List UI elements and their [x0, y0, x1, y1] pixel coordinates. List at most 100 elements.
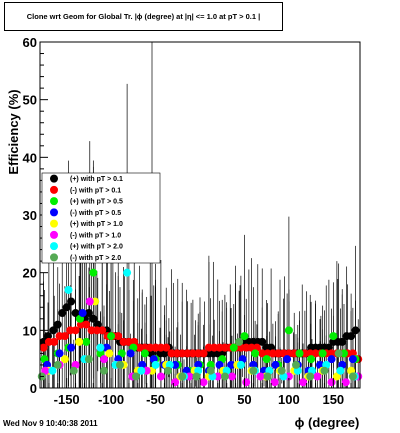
data-point — [64, 285, 73, 294]
data-point — [299, 378, 308, 387]
x-tick-label: 50 — [237, 392, 251, 407]
legend-marker — [50, 219, 58, 228]
timestamp: Wed Nov 9 10:40:38 2011 — [3, 419, 98, 428]
data-point — [67, 297, 76, 306]
data-point — [277, 366, 286, 375]
data-point — [156, 372, 165, 381]
data-point — [53, 360, 62, 369]
data-point — [89, 314, 98, 323]
data-point — [338, 337, 347, 346]
data-point — [320, 366, 329, 375]
legend-marker — [50, 230, 58, 239]
data-point — [98, 326, 107, 335]
data-point — [336, 366, 345, 375]
data-point — [332, 372, 341, 381]
legend-label: (+) with pT > 1.0 — [70, 221, 123, 228]
legend-marker — [50, 242, 58, 251]
data-point — [236, 360, 245, 369]
x-axis-label: ϕ (degree) — [295, 415, 360, 430]
data-point — [162, 343, 171, 352]
data-point — [41, 366, 50, 375]
data-point — [351, 326, 360, 335]
legend-marker — [50, 253, 58, 262]
data-point — [50, 337, 59, 346]
data-point — [71, 309, 80, 318]
data-point — [329, 332, 338, 341]
data-point — [194, 360, 203, 369]
legend-label: (-) with pT > 2.0 — [70, 255, 121, 262]
data-point — [126, 349, 135, 358]
legend-marker — [50, 208, 58, 217]
data-point — [100, 355, 108, 364]
legend-label: (-) with pT > 1.0 — [70, 232, 121, 239]
data-point — [306, 372, 315, 381]
data-point — [84, 355, 93, 364]
data-point — [132, 372, 140, 381]
data-point — [295, 349, 304, 358]
data-point — [199, 349, 208, 358]
data-point — [341, 378, 350, 387]
data-point — [114, 332, 123, 341]
x-tick-label: -150 — [54, 392, 80, 407]
data-point — [171, 378, 180, 387]
legend-marker — [50, 185, 58, 194]
legend-label: (+) with pT > 2.0 — [70, 244, 123, 251]
data-point — [240, 332, 249, 341]
data-point — [192, 372, 201, 381]
data-point — [55, 349, 64, 358]
data-point — [307, 355, 316, 364]
data-point — [48, 366, 57, 375]
x-tick-label: 0 — [196, 392, 203, 407]
data-point — [270, 378, 279, 387]
data-point — [228, 372, 236, 381]
data-point — [53, 320, 62, 329]
data-point — [334, 349, 343, 358]
data-point — [235, 337, 244, 346]
data-point — [327, 378, 336, 387]
data-point — [151, 360, 160, 369]
data-point — [39, 343, 48, 352]
legend-label: (-) with pT > 0.1 — [70, 187, 121, 194]
y-tick-label: 0 — [30, 381, 37, 396]
y-tick-label: 30 — [23, 208, 37, 223]
data-point — [116, 360, 124, 369]
data-point — [85, 297, 94, 306]
data-point — [69, 366, 78, 375]
data-point — [60, 332, 69, 341]
data-point — [348, 355, 357, 364]
data-point — [327, 355, 336, 364]
data-point — [348, 372, 357, 381]
data-point — [271, 360, 280, 369]
legend-label: (+) with pT > 0.1 — [70, 176, 123, 183]
data-point — [100, 366, 108, 375]
data-point — [96, 349, 105, 358]
data-point — [251, 349, 260, 358]
data-point — [263, 372, 272, 381]
data-point — [292, 360, 300, 369]
data-point — [284, 326, 293, 335]
data-point — [215, 360, 224, 369]
y-tick-label: 20 — [23, 266, 37, 281]
data-point — [137, 366, 146, 375]
data-point — [89, 268, 98, 277]
y-tick-label: 40 — [23, 150, 37, 165]
data-point — [60, 355, 69, 364]
x-tick-label: -100 — [98, 392, 124, 407]
data-point — [283, 355, 292, 364]
data-point — [249, 366, 258, 375]
data-point — [140, 349, 149, 358]
legend: (+) with pT > 0.1 (-) with pT > 0.1 (+) wi… — [41, 172, 161, 264]
data-point — [258, 337, 267, 346]
data-point — [318, 349, 327, 358]
data-point — [242, 378, 251, 387]
data-point — [117, 349, 126, 358]
y-tick-label: 10 — [23, 323, 37, 338]
data-point — [220, 372, 229, 381]
legend-label: (+) with pT > 0.5 — [70, 199, 123, 206]
data-point — [78, 309, 87, 318]
data-point — [123, 268, 132, 277]
data-point — [164, 366, 172, 375]
legend-box — [41, 172, 161, 264]
data-point — [107, 332, 116, 341]
